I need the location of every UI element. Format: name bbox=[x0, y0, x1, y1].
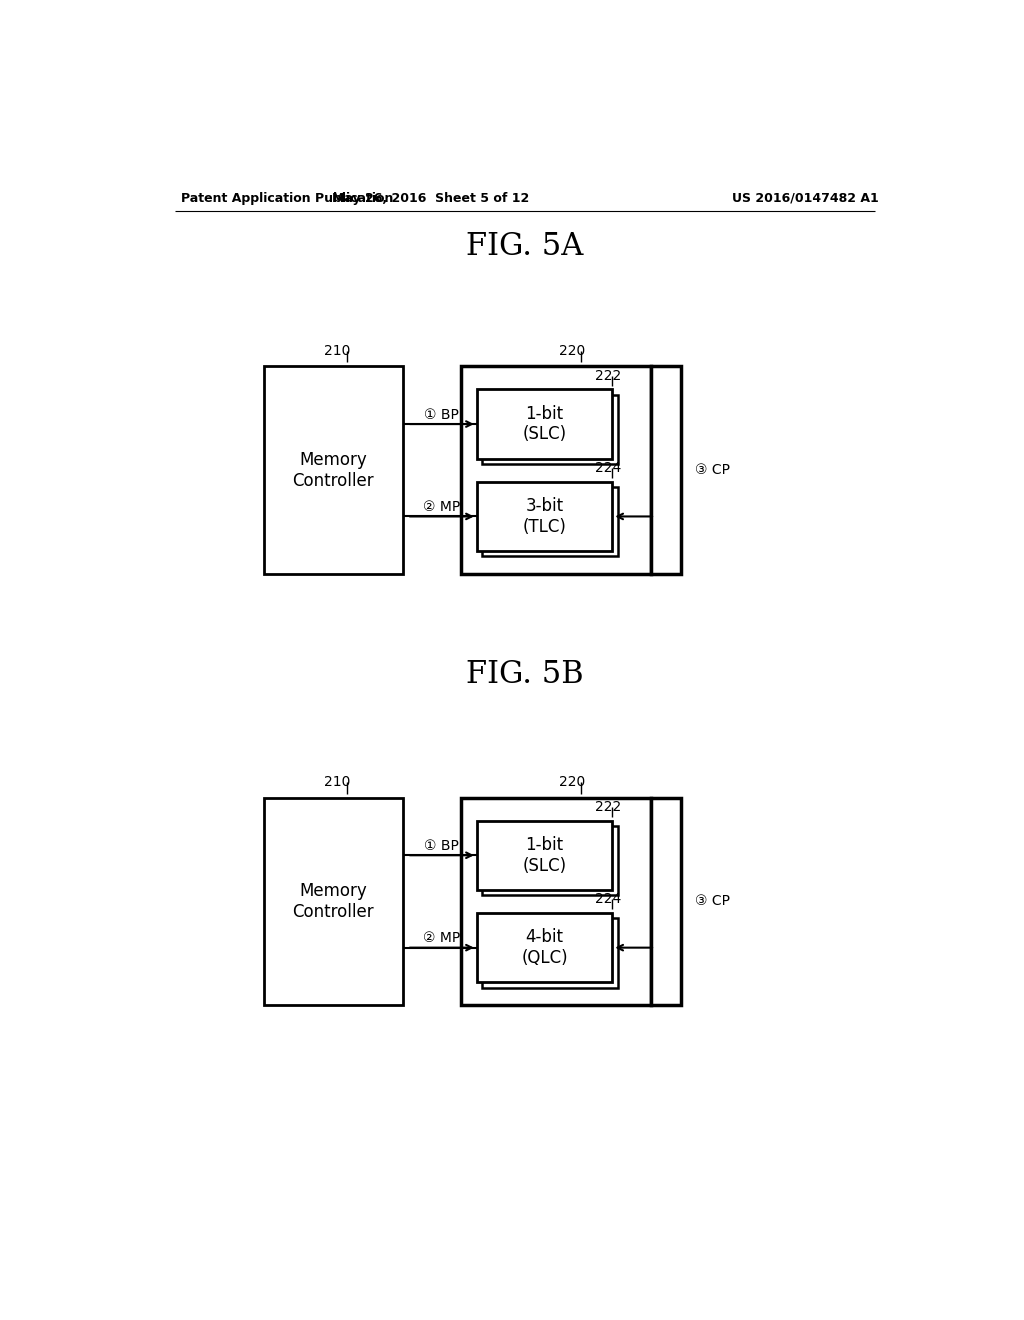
Bar bbox=[461, 367, 651, 574]
Text: ① BP: ① BP bbox=[424, 840, 460, 853]
Text: US 2016/0147482 A1: US 2016/0147482 A1 bbox=[732, 191, 880, 205]
Text: 3-bit
(TLC): 3-bit (TLC) bbox=[522, 498, 566, 536]
Text: 222: 222 bbox=[595, 800, 622, 813]
Text: 210: 210 bbox=[324, 345, 350, 358]
Text: 1-bit
(SLC): 1-bit (SLC) bbox=[522, 405, 566, 444]
Bar bbox=[651, 367, 681, 574]
Text: 224: 224 bbox=[595, 461, 622, 475]
Bar bbox=[482, 919, 617, 987]
Text: 220: 220 bbox=[558, 345, 585, 358]
Bar bbox=[482, 826, 617, 895]
Bar bbox=[477, 389, 612, 459]
Bar bbox=[482, 487, 617, 557]
Text: ② MP: ② MP bbox=[423, 932, 461, 945]
Text: 222: 222 bbox=[595, 368, 622, 383]
Text: FIG. 5A: FIG. 5A bbox=[466, 231, 584, 263]
Text: Memory
Controller: Memory Controller bbox=[293, 882, 374, 921]
Bar bbox=[482, 395, 617, 465]
Text: Patent Application Publication: Patent Application Publication bbox=[180, 191, 393, 205]
Text: 1-bit
(SLC): 1-bit (SLC) bbox=[522, 836, 566, 875]
Text: 220: 220 bbox=[558, 775, 585, 789]
Bar bbox=[477, 482, 612, 552]
Bar bbox=[263, 367, 403, 574]
Text: ② MP: ② MP bbox=[423, 500, 461, 515]
Bar bbox=[263, 797, 403, 1006]
Text: Memory
Controller: Memory Controller bbox=[293, 451, 374, 490]
Text: 4-bit
(QLC): 4-bit (QLC) bbox=[521, 928, 568, 968]
Bar bbox=[461, 797, 651, 1006]
Bar bbox=[477, 821, 612, 890]
Text: ① BP: ① BP bbox=[424, 408, 460, 422]
Bar bbox=[651, 797, 681, 1006]
Text: 224: 224 bbox=[595, 892, 622, 906]
Text: ③ CP: ③ CP bbox=[694, 895, 729, 908]
Text: 210: 210 bbox=[324, 775, 350, 789]
Text: May 26, 2016  Sheet 5 of 12: May 26, 2016 Sheet 5 of 12 bbox=[332, 191, 528, 205]
Text: FIG. 5B: FIG. 5B bbox=[466, 659, 584, 690]
Text: ③ CP: ③ CP bbox=[694, 463, 729, 478]
Bar bbox=[477, 913, 612, 982]
